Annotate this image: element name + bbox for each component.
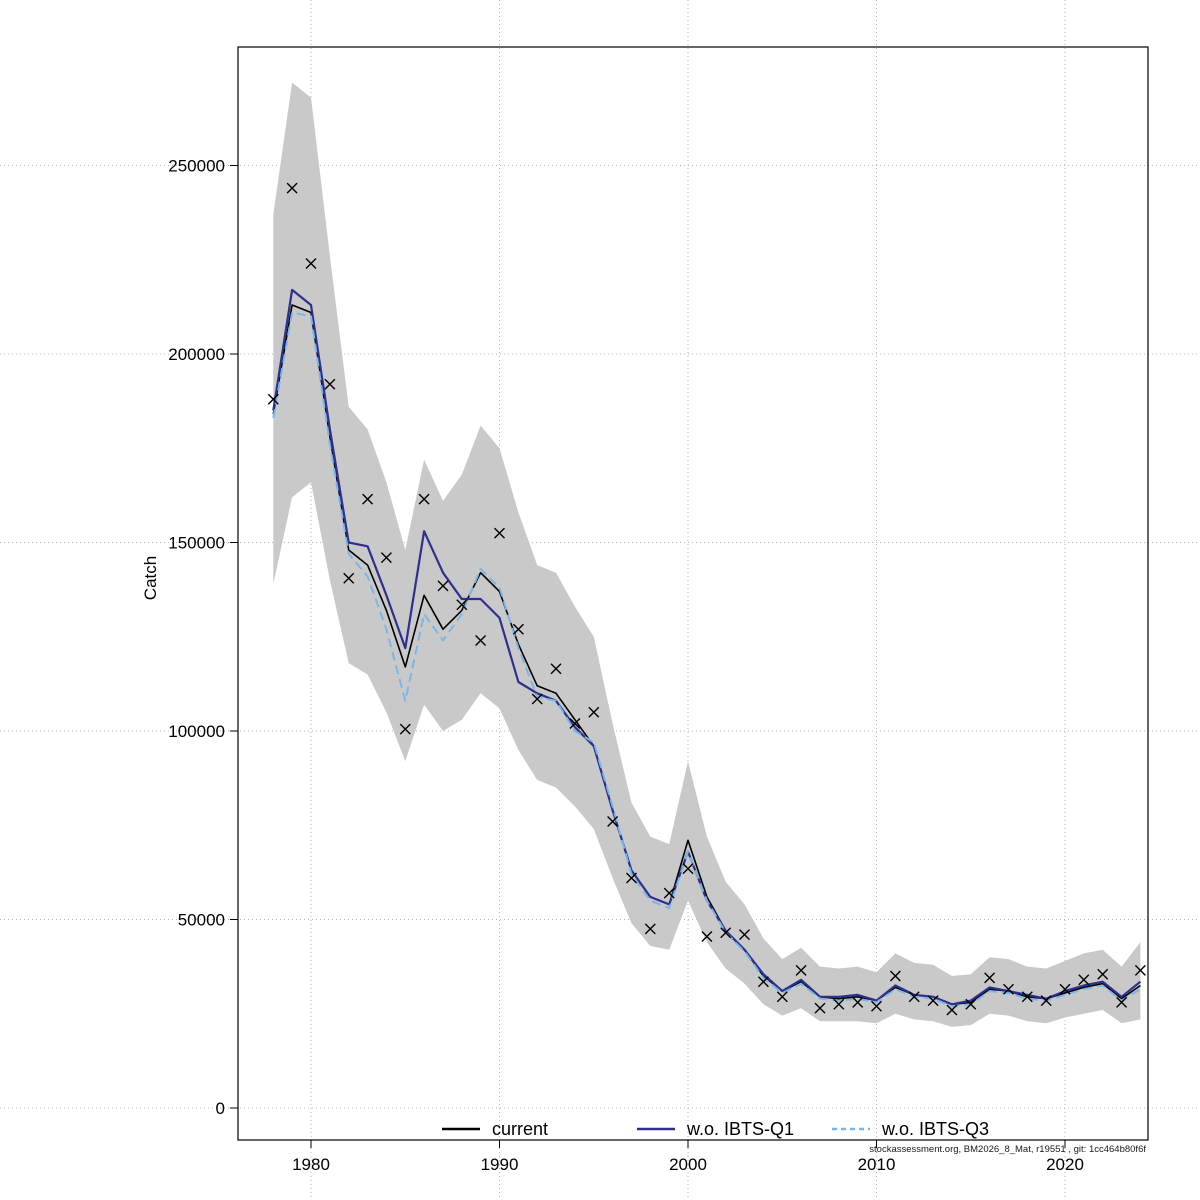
legend-label: current <box>492 1119 548 1139</box>
y-tick-label: 50000 <box>178 911 225 930</box>
x-axis: 1980 1990 2000 2010 2020 <box>292 1140 1084 1174</box>
x-tick-label: 2020 <box>1046 1155 1084 1174</box>
observation-markers <box>267 182 1146 1016</box>
series-line-2 <box>272 311 1141 1008</box>
legend-label: w.o. IBTS-Q1 <box>686 1119 794 1139</box>
y-axis-label: Catch <box>141 556 160 600</box>
y-tick-label: 200000 <box>168 345 225 364</box>
plot-frame <box>237 46 1149 1141</box>
y-axis: 0 50000 100000 150000 200000 250000 Catch <box>141 157 238 1118</box>
legend-label: w.o. IBTS-Q3 <box>881 1119 989 1139</box>
y-tick-label: 150000 <box>168 534 225 553</box>
y-tick-label: 250000 <box>168 157 225 176</box>
x-tick-label: 1980 <box>292 1155 330 1174</box>
confidence-band <box>273 82 1141 1027</box>
x-tick-label: 1990 <box>481 1155 519 1174</box>
x-tick-label: 2000 <box>669 1155 707 1174</box>
legend: current w.o. IBTS-Q1 w.o. IBTS-Q3 <box>442 1119 989 1139</box>
x-tick-label: 2010 <box>858 1155 896 1174</box>
y-tick-label: 0 <box>216 1099 225 1118</box>
series-line-0 <box>272 304 1141 1006</box>
y-tick-label: 100000 <box>168 722 225 741</box>
footnote: stockassessment.org, BM2026_8_Mat, r1955… <box>869 1144 1146 1155</box>
